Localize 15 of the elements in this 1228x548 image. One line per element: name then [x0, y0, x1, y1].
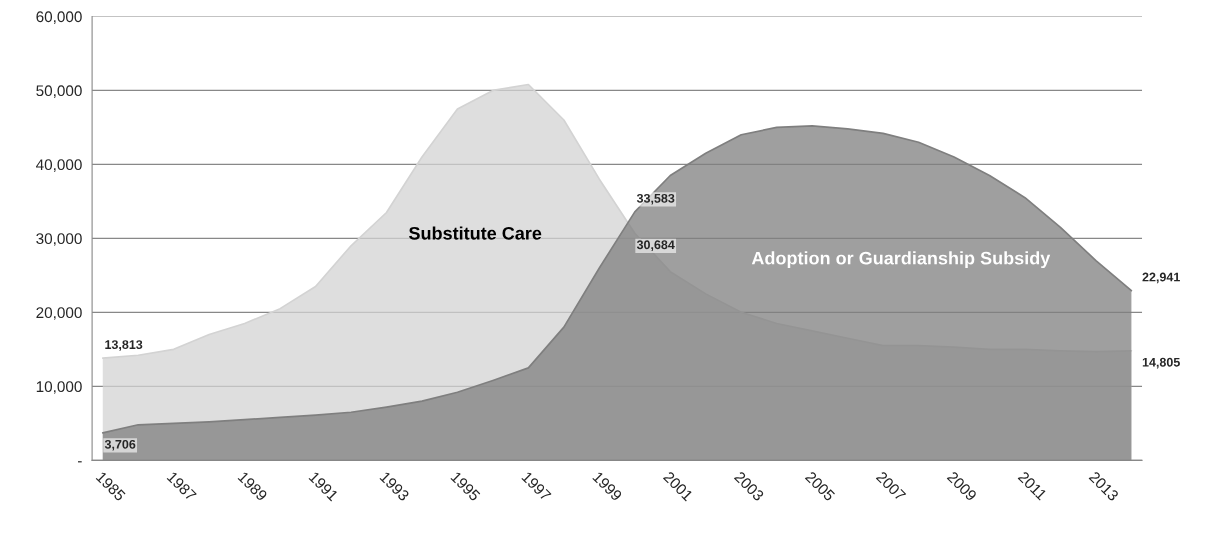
- data-label: 13,813: [105, 340, 143, 351]
- data-label: 22,941: [1142, 272, 1180, 284]
- data-label: 33,583: [636, 193, 675, 205]
- data-label: 14,805: [1142, 357, 1180, 369]
- series-label: Adoption or Guardianship Subsidy: [751, 251, 1051, 269]
- y-tick-label: 50,000: [36, 85, 82, 98]
- y-tick-label: 60,000: [36, 11, 82, 24]
- series-label: Substitute Care: [408, 226, 542, 240]
- y-tick-label: -: [77, 461, 82, 463]
- y-tick-label: 40,000: [36, 159, 82, 172]
- y-tick-label: 30,000: [36, 233, 82, 246]
- data-label: 30,684: [636, 240, 675, 251]
- data-label: 3,706: [104, 439, 136, 451]
- y-tick-label: 10,000: [36, 381, 82, 394]
- y-tick-label: 20,000: [36, 307, 82, 320]
